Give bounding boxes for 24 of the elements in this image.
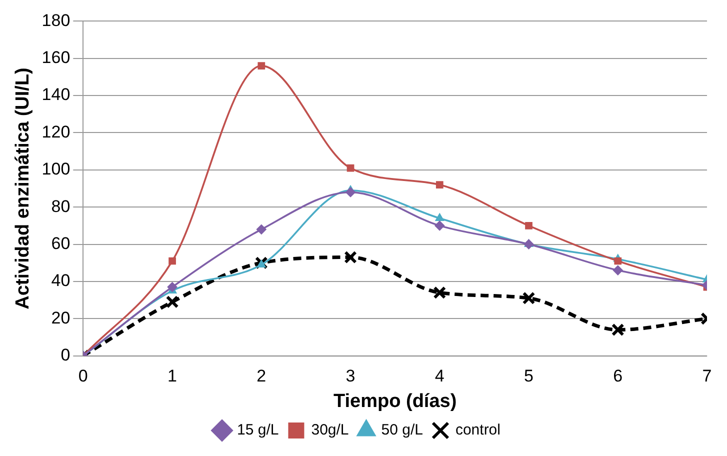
x-tick-label: 2 xyxy=(256,366,266,386)
y-tick-label: 80 xyxy=(51,196,70,216)
y-tick-label: 140 xyxy=(42,85,70,104)
y-tick-label: 120 xyxy=(42,122,70,142)
y-tick-label: 180 xyxy=(42,10,70,30)
legend-label: 30g/L xyxy=(311,422,349,439)
y-axis-title: Actividad enzimática (UI/L) xyxy=(12,68,34,310)
x-tick-label: 6 xyxy=(613,366,623,386)
x-tick-label: 0 xyxy=(78,366,88,386)
legend-label: 15 g/L xyxy=(237,422,279,439)
y-tick-label: 20 xyxy=(51,308,70,328)
x-tick-label: 5 xyxy=(524,366,534,386)
x-tick-label: 1 xyxy=(168,366,178,386)
legend-label: control xyxy=(455,422,500,439)
x-tick-label: 3 xyxy=(346,366,356,386)
x-axis-title: Tiempo (días) xyxy=(333,390,457,412)
y-tick-label: 0 xyxy=(60,345,70,364)
legend-label: 50 g/L xyxy=(381,422,423,439)
x-tick-label: 4 xyxy=(434,366,444,386)
y-tick-label: 40 xyxy=(51,271,70,290)
y-tick-label: 100 xyxy=(42,160,70,179)
x-tick-label: 7 xyxy=(702,366,712,386)
y-tick-label: 60 xyxy=(51,234,70,253)
y-tick-label: 160 xyxy=(42,48,70,68)
